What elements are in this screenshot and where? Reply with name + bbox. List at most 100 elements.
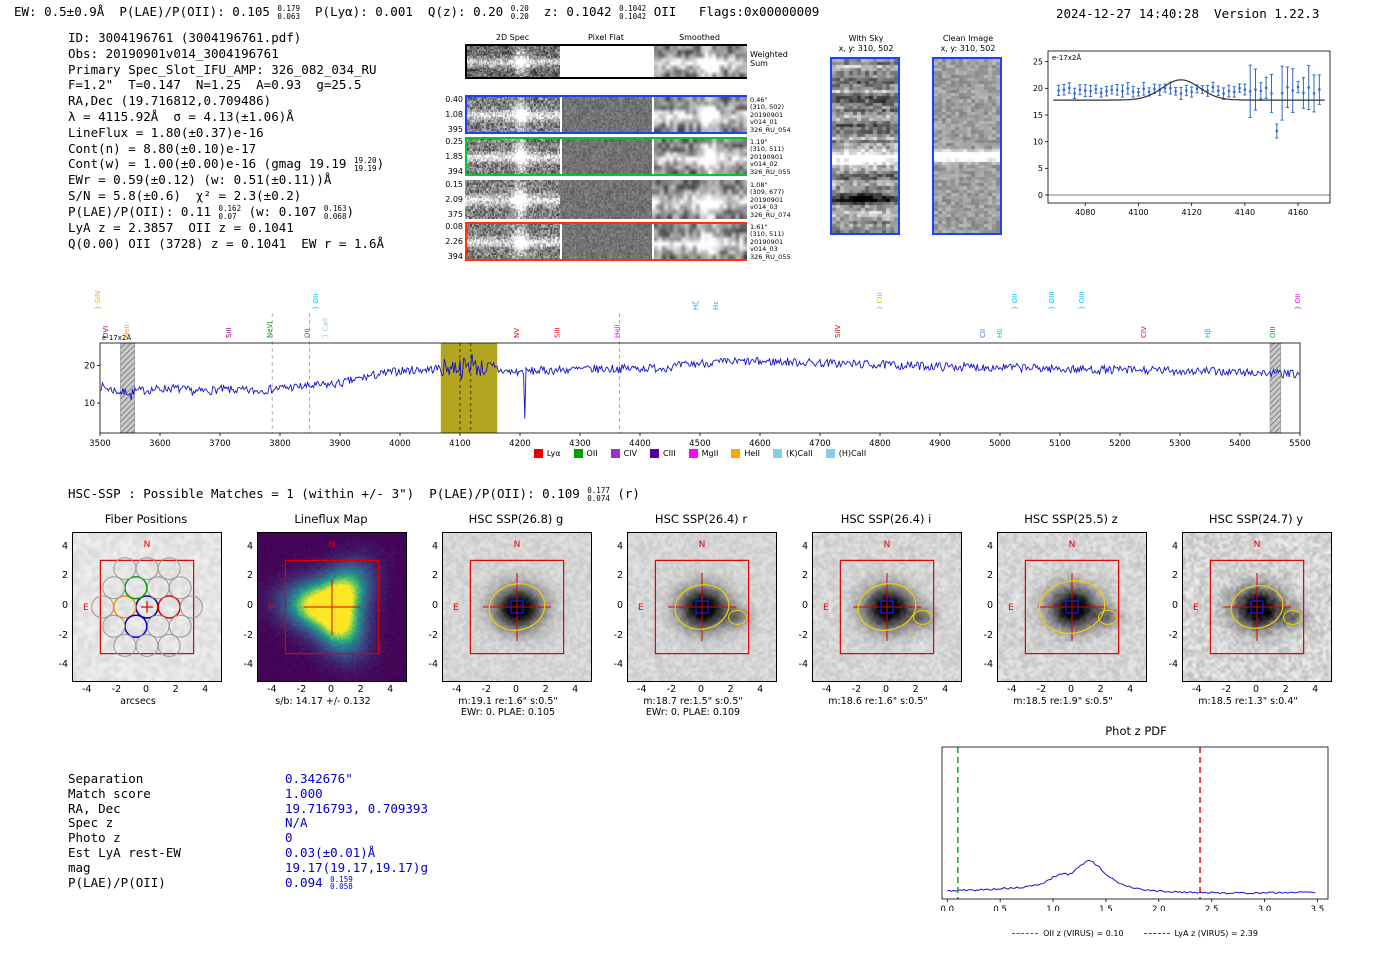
match-value: N/A	[285, 815, 308, 831]
match-table-row-2: RA, Dec 19.716793, 0.709393	[68, 800, 428, 817]
col-header-pixelflat: Pixel Flat	[588, 33, 624, 42]
info-line-2: Primary Spec_Slot_IFU_AMP: 326_082_034_R…	[68, 61, 377, 77]
cutout-xtick: 2	[727, 684, 734, 695]
cutout-xtick: 0	[142, 684, 150, 695]
cutout-sub1: s/b: 14.17 +/- 0.132	[275, 696, 371, 707]
svg-text:3500: 3500	[89, 439, 111, 449]
cutout-ytick: -2	[1168, 629, 1178, 641]
photz-legend-item: OII z (VIRUS) = 0.10	[1012, 929, 1124, 938]
svg-text:Hδ: Hδ	[996, 328, 1004, 338]
cutout-xtick: -4	[82, 684, 92, 695]
svg-text:4100: 4100	[449, 439, 471, 449]
spec2d-row-4-annotation: 1.61" (310, 511) 20190901 v014_03 326_RU_055	[750, 223, 791, 261]
info-line-7: Cont(n) = 8.80(±0.10)e-17	[68, 140, 257, 156]
cutout-sub1: m:19.1 re:1.6" s:0.5"	[458, 696, 558, 707]
svg-text:Hζ: Hζ	[692, 301, 700, 310]
cutout-xtick: -4	[267, 684, 277, 695]
match-table-row-4: Photo z 0	[68, 830, 428, 846]
cutout-title: HSC SSP(26.4) i	[840, 512, 932, 526]
spec2d-row-0	[465, 44, 747, 79]
svg-text:N: N	[884, 540, 891, 550]
match-value: 0	[285, 830, 293, 846]
svg-text:SiII: SiII	[225, 327, 233, 338]
cutout-ytick: 2	[61, 570, 68, 582]
with-sky-title: With Sky	[848, 34, 884, 43]
svg-text:5: 5	[1038, 164, 1043, 173]
svg-text:Hε: Hε	[712, 301, 720, 310]
svg-text:3.0: 3.0	[1258, 905, 1272, 911]
cutout-sub1: m:18.5 re:1.9" s:0.5"	[1013, 696, 1113, 707]
info-line-10: S/N = 5.8(±0.6) χ² = 2.3(±0.2)	[68, 188, 302, 204]
cutout-sub2: EWr: 0. PLAE: 0.109	[645, 707, 741, 718]
spec2d-row-1-annotation: 0.46" (310, 502) 20190901 v014_01 326_RU_054	[750, 96, 791, 134]
svg-text:0.5: 0.5	[993, 905, 1007, 911]
cutout-xtick: 0	[327, 684, 335, 695]
cutout-xtick: -2	[1036, 684, 1047, 695]
svg-text:20: 20	[1033, 84, 1043, 93]
svg-text:10: 10	[84, 399, 95, 409]
legend-swatch	[573, 449, 583, 458]
spec2d-row-0-spec-image	[467, 46, 560, 77]
svg-text:E: E	[453, 603, 459, 613]
svg-text:E: E	[83, 603, 89, 613]
ion-legend: Lyα OII CIV CIII MgII HeII (K)CaII (H)CaII	[430, 449, 970, 458]
cutout-xtick: 0	[1252, 684, 1260, 695]
svg-text:2.0: 2.0	[1152, 905, 1166, 911]
svg-text:3800: 3800	[269, 439, 291, 449]
svg-text:4700: 4700	[809, 439, 831, 449]
summary-header: EW: 0.5±0.9Å P(LAE)/P(OII): 0.105 0.179 0…	[14, 3, 820, 21]
svg-text:3.5: 3.5	[1311, 905, 1325, 911]
spec2d-row-3-annotation: 1.08" (309, 677) 20190901 v014_03 326_RU_074	[750, 181, 791, 219]
cutout-ytick: -2	[798, 629, 808, 641]
cutout-sub1: m:18.5 re:1.3" s:0.4"	[1198, 696, 1298, 707]
svg-text:4400: 4400	[629, 439, 651, 449]
svg-text:HeII: HeII	[123, 324, 131, 338]
info-line-0: ID: 3004196761 (3004196761.pdf)	[68, 30, 302, 45]
svg-text:3900: 3900	[329, 439, 351, 449]
cutout-xtick: 2	[357, 684, 364, 695]
cutout-ytick: 0	[616, 600, 623, 611]
svg-text:N: N	[514, 540, 521, 550]
svg-text:5100: 5100	[1049, 439, 1071, 449]
cutout-ytick: 0	[246, 600, 253, 611]
svg-text:5200: 5200	[1109, 439, 1131, 449]
svg-text:} OIII: } OIII	[1048, 292, 1056, 310]
cutout-ytick: 0	[1171, 600, 1178, 611]
with-sky-coords: x, y: 310, 502	[838, 44, 894, 53]
cutout-ytick: -2	[243, 629, 253, 641]
cutout-xtick: 4	[572, 684, 579, 695]
cutout-ytick: 4	[801, 540, 808, 552]
match-label: Separation	[68, 771, 144, 786]
svg-text:HeII: HeII	[614, 324, 622, 338]
svg-text:SiII: SiII	[554, 327, 562, 338]
legend-line-sample	[1012, 933, 1039, 934]
cutout-ytick: 2	[801, 570, 808, 582]
cutout-xtick: 2	[172, 684, 179, 695]
svg-text:5000: 5000	[989, 439, 1011, 449]
match-value: 19.716793, 0.709393	[285, 800, 428, 816]
cutout-xtick: -2	[481, 684, 492, 695]
detection-info-block: ID: 3004196761 (3004196761.pdf) Obs: 2019…	[68, 30, 384, 252]
photz-title: Phot z PDF	[1105, 724, 1167, 738]
legend-swatch	[773, 449, 783, 458]
clean-image	[932, 57, 1002, 235]
cutout-xtick: 2	[1097, 684, 1104, 695]
cutout-ytick: 2	[616, 570, 623, 582]
cutout-panel-1: Lineflux Map N E -4 -4 -2 -2 0 0 2 2 4 4 s/b: 14.17 +…	[237, 510, 407, 720]
svg-text:E: E	[638, 603, 644, 613]
svg-text:5300: 5300	[1169, 439, 1191, 449]
cutout-ytick: -2	[58, 629, 68, 641]
match-value: 0.03(±0.01)Å	[285, 844, 376, 860]
with-sky-canvas	[832, 59, 898, 233]
match-table: Separation 0.342676" Match score 1.000 RA, D…	[68, 771, 428, 891]
cutout-xtick: -4	[1007, 684, 1017, 695]
cutout-ytick: -2	[983, 629, 993, 641]
col-header-smoothed: Smoothed	[679, 33, 720, 42]
match-label: P(LAE)/P(OII)	[68, 874, 166, 890]
spec2d-row-2-spec-image	[467, 139, 560, 174]
svg-text:4800: 4800	[869, 439, 891, 449]
svg-text:15: 15	[1033, 111, 1043, 120]
